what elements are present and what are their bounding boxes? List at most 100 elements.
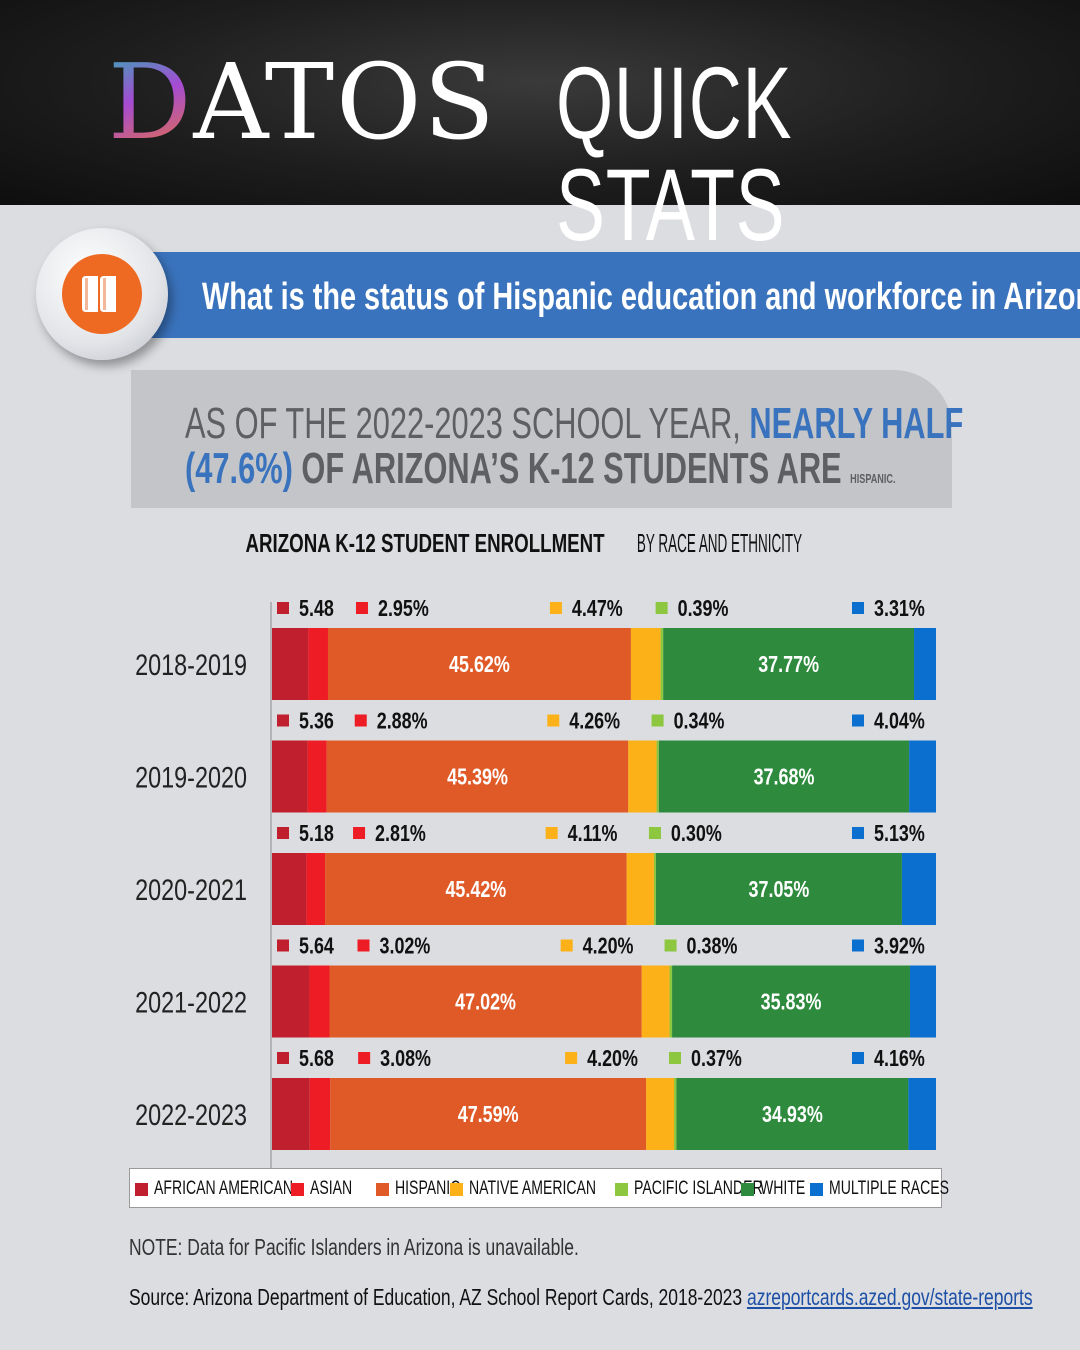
bar-segment-asian: [309, 965, 330, 1038]
callout-line-1: AS OF THE 2022-2023 SCHOOL YEAR, NEARLY …: [185, 399, 964, 448]
bar-segment-hispanic: [325, 853, 627, 925]
data-label-native-american: 4.47%: [572, 596, 623, 622]
data-label-white: 37.05%: [749, 877, 810, 903]
data-label-multiple-races: 4.04%: [874, 708, 925, 734]
legend-label: HISPANIC: [395, 1178, 461, 1199]
bar-segment-native-american: [628, 740, 657, 813]
data-label-multiple-races: 3.31%: [874, 596, 925, 622]
bar-segment-native-american: [646, 1078, 675, 1150]
bar-segment-pacific-islander: [653, 853, 656, 925]
bar-segment-african-american: [272, 740, 308, 813]
marker-square-multiple-races: [852, 602, 864, 614]
books-badge: [36, 228, 168, 360]
bar-segment-asian: [309, 1078, 331, 1150]
marker-square-african-american: [277, 827, 289, 839]
bar-segment-asian: [306, 853, 326, 925]
marker-square-pacific-islander: [655, 602, 668, 614]
headline-callout: AS OF THE 2022-2023 SCHOOL YEAR, NEARLY …: [131, 370, 963, 508]
data-label-hispanic: 47.02%: [455, 989, 516, 1015]
bar-segment-pacific-islander: [674, 1078, 677, 1150]
bar-segment-hispanic: [327, 628, 631, 700]
bar-segment-asian: [308, 628, 328, 700]
bar-segment-asian: [307, 740, 327, 813]
bar-segment-hispanic: [330, 1078, 647, 1150]
data-note: NOTE: Data for Pacific Islanders in Ariz…: [129, 1234, 579, 1260]
data-label-multiple-races: 3.92%: [874, 933, 925, 959]
header: DATOS QUICK STATS: [0, 0, 1080, 256]
data-label-multiple-races: 5.13%: [874, 821, 925, 847]
bar-segment-white: [655, 853, 902, 925]
marker-square-pacific-islander: [651, 714, 664, 727]
category-label: 2020-2021: [135, 873, 247, 906]
legend-label: WHITE: [760, 1178, 806, 1199]
data-label-pacific-islander: 0.37%: [691, 1046, 742, 1072]
header-subtitle: QUICK STATS: [556, 46, 793, 262]
marker-square-asian: [353, 827, 366, 839]
bar-segment-white: [672, 965, 910, 1038]
legend-swatch: [741, 1183, 754, 1196]
marker-square-native-american: [545, 827, 558, 839]
marker-square-native-american: [549, 602, 562, 614]
data-label-pacific-islander: 0.38%: [687, 933, 738, 959]
bar-segment-pacific-islander: [660, 628, 664, 700]
legend-swatch: [135, 1183, 148, 1196]
legend-label: PACIFIC ISLANDER: [634, 1178, 763, 1199]
data-label-asian: 2.88%: [377, 708, 428, 734]
marker-square-multiple-races: [852, 939, 864, 952]
marker-square-african-american: [277, 714, 289, 727]
marker-square-asian: [358, 1052, 371, 1064]
data-label-pacific-islander: 0.34%: [674, 708, 725, 734]
data-label-pacific-islander: 0.30%: [671, 821, 722, 847]
marker-square-asian: [355, 602, 368, 614]
bar-segment-multiple-races: [914, 628, 936, 700]
bar-segment-white: [658, 740, 910, 813]
data-label-asian: 3.08%: [380, 1046, 431, 1072]
marker-square-pacific-islander: [669, 1052, 682, 1064]
chart-title: ARIZONA K-12 STUDENT ENROLLMENT BY RACE …: [245, 528, 803, 558]
bar-segment-native-american: [630, 628, 661, 700]
source-link[interactable]: azreportcards.azed.gov/state-reports: [746, 1284, 1033, 1310]
source-line: Source: Arizona Department of Education,…: [129, 1284, 1033, 1310]
bar-segment-hispanic: [326, 740, 629, 813]
legend-swatch: [810, 1183, 823, 1196]
books-icon: [62, 254, 142, 334]
marker-square-african-american: [277, 1052, 289, 1064]
marker-square-multiple-races: [852, 827, 864, 839]
banner-question: What is the status of Hispanic education…: [202, 276, 1080, 318]
legend-label: MULTIPLE RACES: [829, 1178, 950, 1199]
bar-segment-white: [676, 1078, 909, 1150]
question-banner: What is the status of Hispanic education…: [150, 252, 1080, 338]
data-label-asian: 2.95%: [378, 596, 429, 622]
legend-swatch: [291, 1183, 304, 1196]
callout-line-2: (47.6%) OF ARIZONA’S K-12 STUDENTS ARE H…: [185, 444, 896, 493]
marker-square-asian: [357, 939, 370, 952]
data-label-african-american: 5.36: [299, 708, 334, 734]
marker-square-asian: [354, 714, 367, 727]
bar-segment-multiple-races: [901, 853, 936, 925]
data-label-asian: 2.81%: [375, 821, 426, 847]
brand-logo: DATOS: [108, 41, 497, 163]
marker-square-multiple-races: [852, 1052, 864, 1064]
marker-square-african-american: [277, 602, 289, 614]
legend-swatch: [450, 1183, 463, 1196]
data-label-asian: 3.02%: [379, 933, 430, 959]
marker-square-pacific-islander: [648, 827, 661, 839]
bar-segment-african-american: [272, 628, 309, 700]
marker-square-native-american: [547, 714, 560, 727]
bar-segment-african-american: [272, 853, 307, 925]
bar-segment-pacific-islander: [656, 740, 659, 813]
data-label-native-american: 4.11%: [568, 821, 618, 847]
legend-label: NATIVE AMERICAN: [469, 1178, 597, 1199]
category-label: 2018-2019: [135, 648, 247, 681]
data-label-white: 34.93%: [762, 1102, 823, 1128]
data-label-white: 35.83%: [761, 989, 822, 1015]
marker-square-african-american: [277, 939, 289, 952]
bar-segment-hispanic: [329, 965, 642, 1038]
bar-segment-multiple-races: [909, 965, 936, 1038]
data-label-native-american: 4.20%: [583, 933, 634, 959]
bar-segment-pacific-islander: [669, 965, 673, 1038]
bar-segment-white: [663, 628, 915, 700]
chart-legend: AFRICAN AMERICAN ASIAN HISPANIC NATIVE AMER…: [129, 1168, 949, 1208]
data-label-hispanic: 45.42%: [445, 877, 506, 903]
